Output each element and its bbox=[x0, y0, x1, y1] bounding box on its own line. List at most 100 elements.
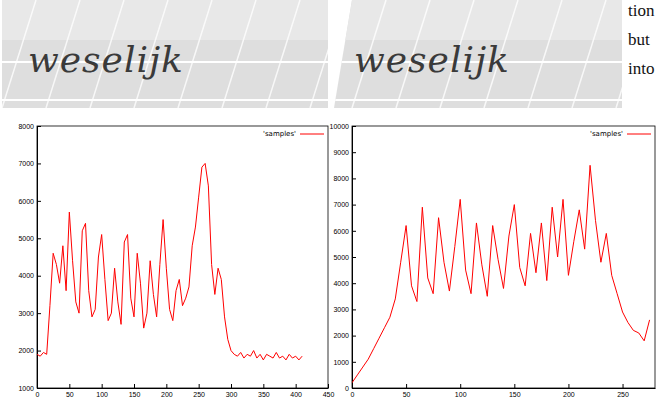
x-tick-mark bbox=[514, 384, 515, 388]
y-tick-label: 7000 bbox=[18, 160, 34, 167]
y-tick: 4000 bbox=[18, 272, 41, 279]
margin-text: tion bbox=[628, 1, 655, 20]
x-tick-label: 200 bbox=[563, 391, 575, 398]
y-tick-label: 3000 bbox=[333, 306, 349, 313]
x-tick-mark bbox=[102, 384, 103, 388]
ruled-line bbox=[0, 61, 667, 63]
y-tick-label: 9000 bbox=[333, 149, 349, 156]
x-tick: 350 bbox=[258, 384, 270, 398]
y-tick-mark bbox=[352, 231, 356, 232]
x-tick-label: 250 bbox=[617, 391, 629, 398]
x-tick-mark bbox=[263, 384, 264, 388]
y-tick-mark bbox=[37, 351, 41, 352]
y-tick: 4000 bbox=[333, 280, 356, 287]
x-tick-label: 300 bbox=[226, 391, 238, 398]
legend-swatch bbox=[627, 134, 651, 135]
x-tick: 200 bbox=[161, 384, 173, 398]
y-tick-mark bbox=[352, 336, 356, 337]
x-tick: 200 bbox=[563, 384, 575, 398]
y-tick-label: 2000 bbox=[333, 332, 349, 339]
x-axis: 050100150200250300350400450 bbox=[36, 384, 335, 398]
x-axis-line bbox=[38, 388, 329, 389]
y-tick-mark bbox=[352, 388, 356, 389]
plot-frame bbox=[37, 126, 328, 388]
x-tick-label: 200 bbox=[161, 391, 173, 398]
y-tick: 2000 bbox=[333, 332, 356, 339]
y-tick-label: 5000 bbox=[333, 254, 349, 261]
y-tick: 9000 bbox=[333, 149, 356, 156]
x-tick: 50 bbox=[403, 384, 411, 398]
slant-line bbox=[572, 0, 606, 108]
x-tick-mark bbox=[199, 384, 200, 388]
x-tick-label: 450 bbox=[323, 391, 335, 398]
handwritten-word: weselijk bbox=[28, 39, 184, 80]
ruled-line bbox=[0, 99, 667, 101]
y-tick-mark bbox=[37, 388, 41, 389]
y-tick: 2000 bbox=[18, 347, 41, 354]
handwritten-word: weselijk bbox=[354, 39, 510, 80]
slant-line bbox=[222, 0, 256, 108]
y-tick-mark bbox=[37, 276, 41, 277]
y-tick: 5000 bbox=[333, 254, 356, 261]
chart: 0501001502002500100020003000400050006000… bbox=[330, 123, 656, 398]
x-tick-mark bbox=[460, 384, 461, 388]
x-tick: 50 bbox=[66, 384, 74, 398]
x-tick: 100 bbox=[455, 384, 467, 398]
legend: 'samples' bbox=[590, 130, 651, 138]
y-tick-mark bbox=[352, 205, 356, 206]
y-tick-mark bbox=[352, 309, 356, 310]
paper-background bbox=[2, 0, 328, 108]
margin-text: but bbox=[628, 30, 650, 49]
legend-swatch bbox=[300, 134, 324, 135]
y-tick: 7000 bbox=[333, 201, 356, 208]
y-tick-mark bbox=[37, 313, 41, 314]
x-tick-label: 50 bbox=[403, 391, 411, 398]
slant-line bbox=[308, 0, 342, 108]
y-axis: 0100020003000400050006000700080009000100… bbox=[330, 123, 356, 392]
x-tick-mark bbox=[406, 384, 407, 388]
y-tick-label: 4000 bbox=[333, 280, 349, 287]
slant-line bbox=[266, 0, 300, 108]
x-tick-mark bbox=[328, 384, 329, 388]
x-tick: 250 bbox=[193, 384, 205, 398]
slant-line bbox=[660, 0, 667, 108]
y-axis: 10002000300040005000600070008000 bbox=[18, 123, 41, 392]
x-tick-label: 100 bbox=[455, 391, 467, 398]
y-tick: 7000 bbox=[18, 160, 41, 167]
paper-shade bbox=[2, 0, 328, 40]
y-tick-label: 4000 bbox=[18, 272, 34, 279]
legend-label: 'samples' bbox=[263, 130, 296, 138]
x-tick: 250 bbox=[617, 384, 629, 398]
y-tick-mark bbox=[37, 163, 41, 164]
y-tick-label: 7000 bbox=[333, 201, 349, 208]
y-tick: 1000 bbox=[18, 385, 41, 392]
x-tick: 100 bbox=[96, 384, 108, 398]
x-tick-label: 50 bbox=[66, 391, 74, 398]
x-tick: 150 bbox=[509, 384, 521, 398]
data-line bbox=[37, 163, 302, 359]
y-tick-mark bbox=[352, 257, 356, 258]
y-tick-label: 2000 bbox=[18, 347, 34, 354]
y-axis-line bbox=[37, 127, 38, 389]
y-tick-label: 3000 bbox=[18, 310, 34, 317]
x-tick-mark bbox=[134, 384, 135, 388]
y-tick-label: 8000 bbox=[333, 175, 349, 182]
x-tick-mark bbox=[166, 384, 167, 388]
x-tick: 400 bbox=[290, 384, 302, 398]
x-tick-label: 0 bbox=[36, 391, 40, 398]
y-tick: 3000 bbox=[18, 310, 41, 317]
plot-area bbox=[37, 163, 302, 359]
x-tick-mark bbox=[623, 384, 624, 388]
x-axis-line bbox=[353, 388, 656, 389]
x-tick: 450 bbox=[323, 384, 335, 398]
y-tick-mark bbox=[37, 238, 41, 239]
page: weselijkweselijktionbutinto0501001502002… bbox=[0, 0, 667, 412]
y-tick-label: 5000 bbox=[18, 235, 34, 242]
y-tick-mark bbox=[352, 152, 356, 153]
legend-label: 'samples' bbox=[590, 130, 623, 138]
y-tick: 3000 bbox=[333, 306, 356, 313]
y-tick-mark bbox=[352, 283, 356, 284]
handwriting-image: weselijk bbox=[0, 0, 667, 108]
paper-shade bbox=[334, 0, 622, 40]
y-tick-mark bbox=[37, 126, 41, 127]
